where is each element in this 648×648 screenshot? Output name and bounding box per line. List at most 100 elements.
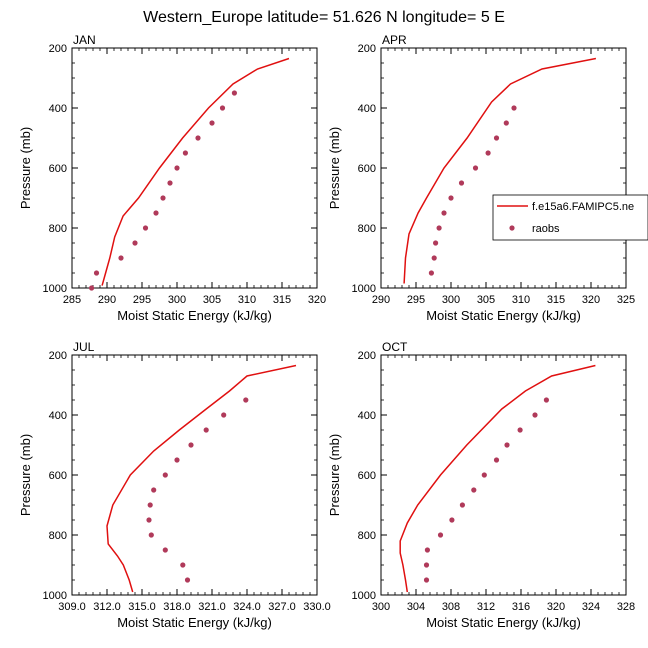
x-tick-label: 315 — [547, 294, 565, 306]
obs-point — [89, 285, 95, 291]
panel-jan: JAN 285 290 295 300 305 310 315 320 200 400 600 800 1… — [18, 33, 326, 323]
obs-point — [485, 150, 491, 156]
y-axis-label: Pressure (mb) — [18, 127, 33, 209]
obs-point — [532, 412, 538, 418]
obs-point — [132, 240, 138, 246]
panel-label: JAN — [73, 33, 96, 47]
obs-point — [481, 472, 487, 478]
x-tick-label: 305 — [477, 294, 495, 306]
y-tick-label: 600 — [49, 163, 67, 175]
x-tick-label: 320 — [308, 294, 326, 306]
y-tick-label: 600 — [358, 163, 376, 175]
obs-point — [148, 532, 154, 538]
plot-frame — [71, 47, 318, 289]
y-tick-label: 200 — [49, 43, 67, 55]
obs-point — [543, 397, 550, 403]
obs-point — [423, 577, 430, 583]
y-axis-label: Pressure (mb) — [327, 434, 342, 516]
x-tick-label: 318.0 — [163, 601, 191, 613]
legend-model-label: f.e15a6.FAMIPC5.ne — [532, 201, 634, 213]
x-tick-label: 300 — [372, 601, 390, 613]
y-axis-label: Pressure (mb) — [18, 434, 33, 516]
x-tick-label: 300 — [442, 294, 460, 306]
y-tick-label: 400 — [49, 410, 67, 422]
obs-point — [431, 255, 437, 261]
x-tick-label: 304 — [407, 601, 425, 613]
panel-label: OCT — [382, 340, 408, 354]
model-profile-line — [101, 57, 290, 286]
x-tick-label: 324.0 — [233, 601, 261, 613]
y-tick-label: 800 — [49, 223, 67, 235]
obs-point — [167, 180, 173, 186]
obs-point — [458, 180, 465, 186]
obs-point — [433, 240, 439, 246]
obs-point — [142, 225, 149, 231]
x-tick-label: 315.0 — [128, 601, 156, 613]
obs-point — [147, 502, 153, 508]
x-tick-label: 285 — [63, 294, 81, 306]
plot-frame — [380, 47, 627, 289]
x-tick-label: 295 — [407, 294, 425, 306]
x-tick-label: 312.0 — [93, 601, 121, 613]
y-tick-label: 200 — [358, 43, 376, 55]
obs-point — [459, 502, 465, 508]
obs-point — [441, 210, 447, 216]
y-tick-label: 800 — [358, 223, 376, 235]
y-tick-label: 1000 — [43, 283, 67, 295]
y-tick-label: 200 — [358, 350, 376, 362]
obs-point — [182, 150, 188, 156]
y-tick-label: 1000 — [43, 590, 67, 602]
x-tick-label: 310 — [238, 294, 256, 306]
x-tick-label: 321.0 — [198, 601, 226, 613]
obs-point — [209, 120, 215, 126]
obs-point — [203, 427, 209, 433]
legend-obs-swatch — [509, 225, 515, 231]
obs-point — [184, 577, 191, 583]
x-axis-label: Moist Static Energy (kJ/kg) — [426, 615, 581, 630]
obs-point — [160, 195, 166, 201]
y-tick-label: 600 — [358, 470, 376, 482]
model-profile-line — [399, 364, 596, 593]
model-profile-line — [106, 364, 297, 593]
x-axis-label: Moist Static Energy (kJ/kg) — [117, 308, 272, 323]
obs-point — [517, 427, 523, 433]
y-tick-label: 400 — [49, 103, 67, 115]
y-tick-label: 400 — [358, 103, 376, 115]
obs-point — [180, 562, 186, 568]
x-tick-label: 325 — [617, 294, 635, 306]
obs-point — [493, 135, 500, 141]
x-tick-label: 290 — [372, 294, 390, 306]
x-tick-label: 290 — [98, 294, 116, 306]
x-axis-label: Moist Static Energy (kJ/kg) — [117, 615, 272, 630]
panel-oct: OCT 300 304 308 312 316 320 324 328 200 400 600 800 1… — [327, 340, 635, 630]
panels-group: JAN 285 290 295 300 305 310 315 320 200 400 600 800 1… — [18, 33, 635, 630]
obs-point — [428, 270, 434, 276]
obs-point — [174, 165, 180, 171]
obs-point — [471, 487, 477, 493]
panel-jul: JUL 309.0 312.0 315.0 318.0 321.0 324.0 327.0 33… — [18, 340, 331, 630]
obs-point — [153, 210, 159, 216]
y-tick-label: 1000 — [352, 283, 376, 295]
y-tick-label: 200 — [49, 350, 67, 362]
y-tick-label: 1000 — [352, 590, 376, 602]
x-tick-label: 316 — [512, 601, 530, 613]
x-tick-label: 310 — [512, 294, 530, 306]
obs-point — [436, 225, 442, 231]
obs-point — [493, 457, 500, 463]
obs-point — [219, 105, 226, 111]
legend-obs-label: raobs — [532, 223, 560, 235]
obs-point — [195, 135, 201, 141]
obs-point — [472, 165, 479, 171]
obs-point — [437, 532, 444, 538]
obs-point — [188, 442, 194, 448]
x-tick-label: 312 — [477, 601, 495, 613]
y-tick-label: 400 — [358, 410, 376, 422]
legend: f.e15a6.FAMIPC5.ne raobs — [492, 194, 648, 241]
x-tick-label: 309.0 — [58, 601, 86, 613]
figure-title: Western_Europe latitude= 51.626 N longit… — [143, 9, 505, 26]
obs-point — [146, 517, 152, 523]
obs-point — [221, 412, 227, 418]
panel-apr: APR 290 295 300 305 310 315 320 325 200 400 600 800 1… — [327, 33, 635, 323]
obs-point — [503, 120, 509, 126]
